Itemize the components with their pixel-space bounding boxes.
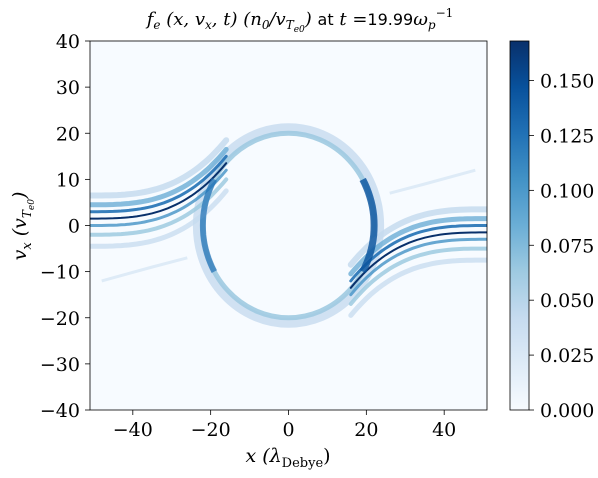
- y-tick-label: 40: [56, 31, 80, 53]
- chart-title: fe (x, vx, t) (n0/vTe0) at t =19.99ωp−1: [145, 6, 454, 35]
- upper-right-filament: [389, 168, 476, 195]
- y-tick-label: −40: [40, 400, 80, 422]
- x-tick-label: 0: [282, 419, 294, 441]
- colorbar-ticks: 0.000 0.025 0.050 0.075 0.100 0.125 0.150: [529, 71, 594, 422]
- colorbar-tick-label: 0.125: [540, 125, 594, 147]
- y-tick-label: −10: [40, 262, 80, 284]
- trapped-region: [208, 139, 369, 312]
- y-tick-label: 20: [56, 123, 80, 145]
- colorbar-gradient: [509, 40, 530, 411]
- right-stream-band: [349, 231, 487, 289]
- separatrix-halo: [192, 123, 385, 328]
- colorbar-tick-label: 0.100: [540, 180, 594, 202]
- y-axis: −40 −30 −20 −10 0 10 20 30 40: [40, 31, 90, 422]
- plot-area: [89, 40, 488, 411]
- heatmap-layer: [90, 123, 487, 328]
- y-axis-label: vx (vTe0): [9, 192, 37, 261]
- right-stream-band: [349, 224, 487, 283]
- left-stream-band: [90, 162, 228, 220]
- left-stream-band: [90, 168, 228, 227]
- x-axis: −40 −20 0 20 40: [113, 410, 456, 441]
- colorbar-tick-label: 0.050: [540, 290, 594, 312]
- right-stream-band: [348, 257, 487, 318]
- y-tick-label: 10: [56, 169, 80, 191]
- colorbar-tick-label: 0.000: [540, 400, 594, 422]
- x-axis-label: x (λDebye): [245, 445, 330, 471]
- colorbar-tick-label: 0.025: [540, 345, 594, 367]
- left-stream-band: [90, 146, 229, 208]
- right-stream-band: [348, 246, 487, 306]
- x-tick-label: 40: [432, 419, 456, 441]
- y-tick-label: −30: [40, 354, 80, 376]
- colorbar-tick-label: 0.075: [540, 235, 594, 257]
- colorbar: 0.000 0.025 0.050 0.075 0.100 0.125 0.150: [509, 40, 594, 422]
- colorbar-tick-label: 0.150: [540, 71, 594, 93]
- x-tick-label: 20: [354, 419, 378, 441]
- y-tick-label: −20: [40, 308, 80, 330]
- left-separatrix-arm: [199, 178, 217, 273]
- right-separatrix-arm: [359, 177, 378, 274]
- x-tick-label: −40: [113, 419, 153, 441]
- left-stream-band: [90, 154, 228, 214]
- right-stream-band: [349, 237, 487, 297]
- left-stream-band: [90, 137, 230, 199]
- y-tick-label: 0: [68, 216, 80, 238]
- y-tick-label: 30: [56, 77, 80, 99]
- x-tick-label: −20: [191, 419, 231, 441]
- lower-left-filament: [101, 256, 188, 283]
